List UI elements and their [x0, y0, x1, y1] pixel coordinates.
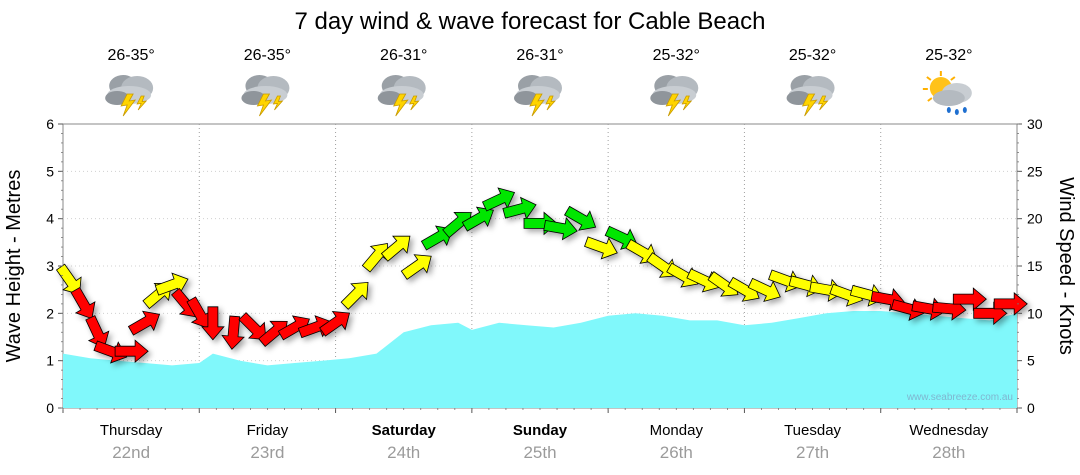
wind-arrow — [747, 277, 781, 302]
wind-arrow — [340, 281, 369, 310]
wind-arrow-shape — [563, 205, 597, 231]
wind-arrow-shape — [70, 286, 96, 320]
wind-arrow — [563, 205, 597, 231]
wind-arrow — [380, 235, 411, 262]
wind-arrow-shape — [127, 310, 161, 336]
left-axis: 0 1 2 3 4 5 6 — [46, 116, 63, 416]
wind-arrow — [238, 312, 267, 340]
temperature-range: 26-31° — [516, 47, 563, 64]
wind-arrow-shape — [686, 268, 720, 293]
right-tick-label: 25 — [1027, 163, 1043, 179]
wind-arrow-shape — [481, 187, 516, 212]
wind-arrow-shape — [319, 311, 351, 337]
right-tick-label: 10 — [1027, 305, 1043, 321]
day-date-label: 22nd — [112, 443, 150, 462]
day-name-label: Thursday — [100, 422, 163, 439]
watermark: www.seabreeze.com.au — [906, 392, 1013, 403]
temperature-range: 26-35° — [107, 47, 154, 64]
wind-arrow-shape — [238, 312, 267, 340]
temperature-range: 25-32° — [789, 47, 836, 64]
left-tick-label: 4 — [46, 211, 54, 227]
wind-arrow — [543, 217, 578, 241]
wind-arrow-shape — [114, 339, 149, 364]
day-date-label: 26th — [660, 443, 693, 462]
daily-weather-row: 26-35° 26-35° 26-31° 26-31° 25-32° 25-32° 25-3… — [104, 47, 973, 117]
thunderstorm-icon — [241, 74, 290, 117]
wind-arrow — [461, 206, 494, 232]
right-axis: 0 5 10 15 20 25 30 — [1017, 116, 1043, 416]
day-date-label: 27th — [796, 443, 829, 462]
thunderstorm-icon — [649, 74, 699, 117]
wind-arrow-shape — [543, 217, 578, 241]
day-date-label: 24th — [387, 443, 420, 462]
wind-arrow — [481, 187, 516, 212]
plot-area: www.seabreeze.com.au — [55, 123, 1028, 409]
wind-arrow — [502, 196, 537, 220]
thunderstorm-icon — [786, 74, 835, 117]
wind-arrow-shape — [584, 236, 618, 260]
wind-arrow — [127, 310, 161, 336]
wind-arrow-shape — [186, 296, 212, 329]
wind-arrow-shape — [400, 254, 432, 280]
wind-arrow — [201, 306, 225, 341]
right-tick-label: 30 — [1027, 116, 1043, 132]
wind-arrow — [952, 287, 987, 311]
left-tick-label: 6 — [46, 116, 54, 132]
x-axis: Thursday 22nd Friday 23rd Saturday 24th Sunday… — [62, 408, 1018, 462]
day-name-label: Tuesday — [784, 422, 841, 439]
left-tick-label: 3 — [46, 258, 54, 274]
right-tick-label: 20 — [1027, 211, 1043, 227]
day-date-label: 23rd — [250, 443, 284, 462]
thunderstorm-icon — [104, 74, 154, 117]
day-name-label: Monday — [650, 422, 704, 439]
wind-arrow — [993, 292, 1028, 316]
wind-arrow — [400, 254, 432, 280]
wind-arrow — [186, 296, 212, 329]
right-tick-label: 5 — [1027, 353, 1035, 369]
wind-arrow — [114, 339, 149, 364]
wind-arrow — [70, 286, 96, 320]
wind-arrow — [221, 315, 245, 350]
temperature-range: 26-31° — [380, 47, 427, 64]
right-tick-label: 15 — [1027, 258, 1043, 274]
left-tick-label: 0 — [46, 400, 54, 416]
chart-title: 7 day wind & wave forecast for Cable Bea… — [295, 8, 766, 35]
thunderstorm-icon — [377, 74, 427, 117]
day-name-label: Sunday — [513, 422, 568, 439]
wind-arrow-shape — [340, 281, 369, 310]
wind-arrow-shape — [502, 196, 537, 220]
left-axis-title: Wave Height - Metres — [3, 170, 25, 363]
left-tick-label: 5 — [46, 163, 54, 179]
wind-arrow-shape — [201, 306, 225, 341]
temperature-range: 25-32° — [653, 47, 700, 64]
day-name-label: Saturday — [372, 422, 437, 439]
day-date-label: 25th — [523, 443, 556, 462]
sun-rain-cloud-icon — [921, 70, 973, 116]
wind-arrows — [55, 187, 1028, 364]
wind-arrow — [584, 236, 618, 260]
wind-arrow-shape — [461, 206, 494, 232]
wave-height-area — [63, 311, 1017, 408]
wind-arrow-shape — [993, 292, 1028, 316]
left-tick-label: 2 — [46, 305, 54, 321]
wind-arrow-shape — [221, 315, 245, 350]
day-date-label: 28th — [932, 443, 965, 462]
day-name-label: Friday — [247, 422, 289, 439]
right-tick-label: 0 — [1027, 400, 1035, 416]
temperature-range: 25-32° — [925, 47, 972, 64]
day-name-label: Wednesday — [909, 422, 988, 439]
wind-arrow-shape — [747, 277, 781, 302]
temperature-range: 26-35° — [244, 47, 291, 64]
thunderstorm-icon — [513, 74, 563, 117]
left-tick-label: 1 — [46, 353, 54, 369]
wind-arrow — [319, 311, 351, 337]
wind-arrow — [686, 268, 720, 293]
right-axis-title: Wind Speed - Knots — [1055, 177, 1077, 355]
wind-arrow-shape — [952, 287, 987, 311]
wind-arrow-shape — [380, 235, 411, 262]
